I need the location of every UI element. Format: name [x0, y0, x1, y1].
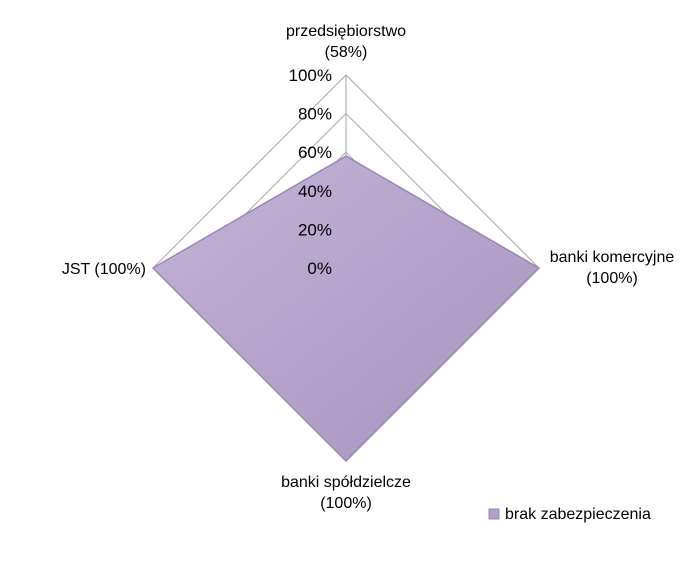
category-label: przedsiębiorstwo (58%)	[286, 23, 406, 61]
series-layer	[151, 155, 541, 463]
radial-tick-label: 0%	[307, 259, 332, 278]
radial-tick-label: 60%	[298, 143, 332, 162]
category-label: banki komercyjne (100%)	[550, 249, 675, 287]
category-label: banki spółdzielcze (100%)	[281, 474, 411, 512]
legend-swatch	[488, 508, 500, 520]
radial-tick-label: 100%	[289, 66, 332, 85]
radial-tick-label: 40%	[298, 182, 332, 201]
category-labels: przedsiębiorstwo (58%) banki komercyjne (10…	[62, 23, 675, 512]
radial-tick-label: 20%	[298, 220, 332, 239]
legend: brak zabezpieczenia	[488, 506, 651, 523]
series-area	[151, 155, 541, 463]
legend-label: brak zabezpieczenia	[505, 506, 651, 523]
category-label: JST (100%)	[62, 261, 146, 278]
radial-tick-label: 80%	[298, 105, 332, 124]
radial-tick-labels: 0% 20% 40% 60% 80% 100%	[289, 66, 332, 278]
